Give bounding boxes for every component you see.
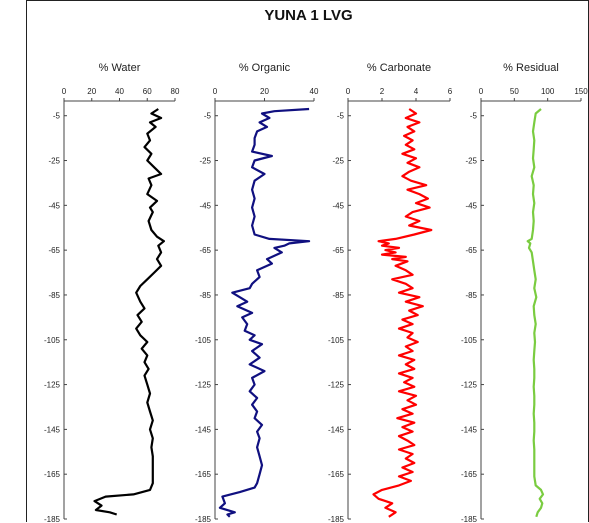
x-tick-label: 0: [62, 87, 67, 96]
y-tick-label: -125: [44, 381, 61, 390]
x-tick-label: 100: [541, 87, 555, 96]
panel-title: % Water: [99, 62, 141, 74]
y-tick-label: -165: [461, 470, 478, 479]
y-tick-label: -65: [332, 246, 344, 255]
y-tick-label: -85: [199, 291, 211, 300]
y-tick-label: -85: [465, 291, 477, 300]
x-tick-label: 0: [213, 87, 218, 96]
x-tick-label: 80: [171, 87, 180, 96]
y-tick-label: -125: [328, 381, 345, 390]
panel-2: % Organic 0 20 40 -5 -25 -45 -65 -85 -105 -125 -145…: [195, 62, 319, 523]
y-tick-label: -105: [461, 336, 478, 345]
y-tick-label: -125: [195, 381, 212, 390]
y-tick-label: -5: [204, 112, 212, 121]
y-tick-label: -185: [328, 515, 345, 523]
y-tick-label: -25: [199, 157, 211, 166]
y-tick-label: -5: [53, 112, 61, 121]
x-tick-label: 40: [310, 87, 319, 96]
y-tick-label: -5: [470, 112, 478, 121]
y-tick-label: -85: [332, 291, 344, 300]
x-tick-label: 40: [115, 87, 124, 96]
y-tick-label: -65: [199, 246, 211, 255]
x-tick-label: 2: [380, 87, 385, 96]
series-line: [372, 108, 433, 518]
chart-title: YUNA 1 LVG: [264, 7, 353, 24]
y-tick-label: -185: [195, 515, 212, 523]
y-tick-label: -185: [461, 515, 478, 523]
y-tick-label: -25: [48, 157, 60, 166]
y-tick-label: -45: [332, 201, 344, 210]
x-tick-label: 0: [346, 87, 351, 96]
panel-title: % Organic: [239, 62, 291, 74]
y-tick-label: -145: [44, 425, 61, 434]
x-tick-label: 20: [260, 87, 269, 96]
series-line: [218, 107, 311, 518]
y-tick-label: -125: [461, 381, 478, 390]
y-tick-label: -165: [328, 470, 345, 479]
x-tick-label: 4: [414, 87, 419, 96]
panel-title: % Carbonate: [367, 62, 431, 74]
y-tick-label: -45: [48, 201, 60, 210]
x-tick-label: 150: [574, 87, 588, 96]
y-tick-label: -105: [44, 336, 61, 345]
y-tick-label: -105: [328, 336, 345, 345]
series-line: [526, 108, 545, 518]
x-tick-label: 50: [510, 87, 519, 96]
y-tick-label: -105: [195, 336, 212, 345]
y-tick-label: -5: [337, 112, 345, 121]
x-tick-label: 6: [448, 87, 453, 96]
panel-4: % Residual 0 50 100 150 -5 -25 -45 -65 -85 -105 -12…: [461, 62, 588, 523]
panel-3: % Carbonate 0 2 4 6 -5 -25 -45 -65 -85 -105 -125 -14…: [328, 62, 453, 523]
y-tick-label: -145: [328, 425, 345, 434]
y-tick-label: -185: [44, 515, 61, 523]
y-tick-label: -65: [465, 246, 477, 255]
y-tick-label: -85: [48, 291, 60, 300]
x-tick-label: 60: [143, 87, 152, 96]
panel-title: % Residual: [503, 62, 559, 74]
y-tick-label: -25: [332, 157, 344, 166]
series-line: [93, 108, 165, 516]
y-tick-label: -65: [48, 246, 60, 255]
y-tick-label: -165: [195, 470, 212, 479]
y-tick-label: -25: [465, 157, 477, 166]
y-tick-label: -45: [199, 201, 211, 210]
y-tick-label: -145: [461, 425, 478, 434]
y-tick-label: -165: [44, 470, 61, 479]
chart-frame: YUNA 1 LVG % Water 0 20 40 60 80 -5 -25 -45 -65 -8…: [26, 0, 589, 523]
x-tick-label: 0: [479, 87, 484, 96]
x-tick-label: 20: [87, 87, 96, 96]
y-tick-label: -45: [465, 201, 477, 210]
y-tick-label: -145: [195, 425, 212, 434]
panel-1: % Water 0 20 40 60 80 -5 -25 -45 -65 -85 -105 -125 -1…: [44, 62, 180, 523]
